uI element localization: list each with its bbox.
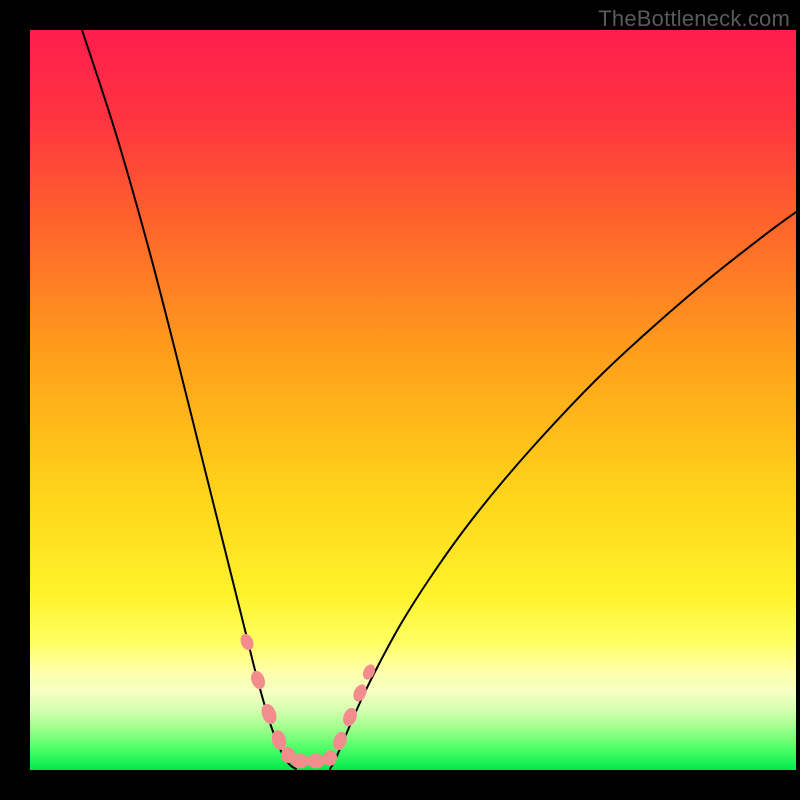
gradient-background	[30, 30, 796, 770]
trough-marker	[291, 754, 309, 769]
watermark-text: TheBottleneck.com	[598, 6, 790, 32]
plot-area	[30, 30, 796, 770]
plot-svg	[30, 30, 796, 770]
trough-marker	[307, 754, 325, 769]
